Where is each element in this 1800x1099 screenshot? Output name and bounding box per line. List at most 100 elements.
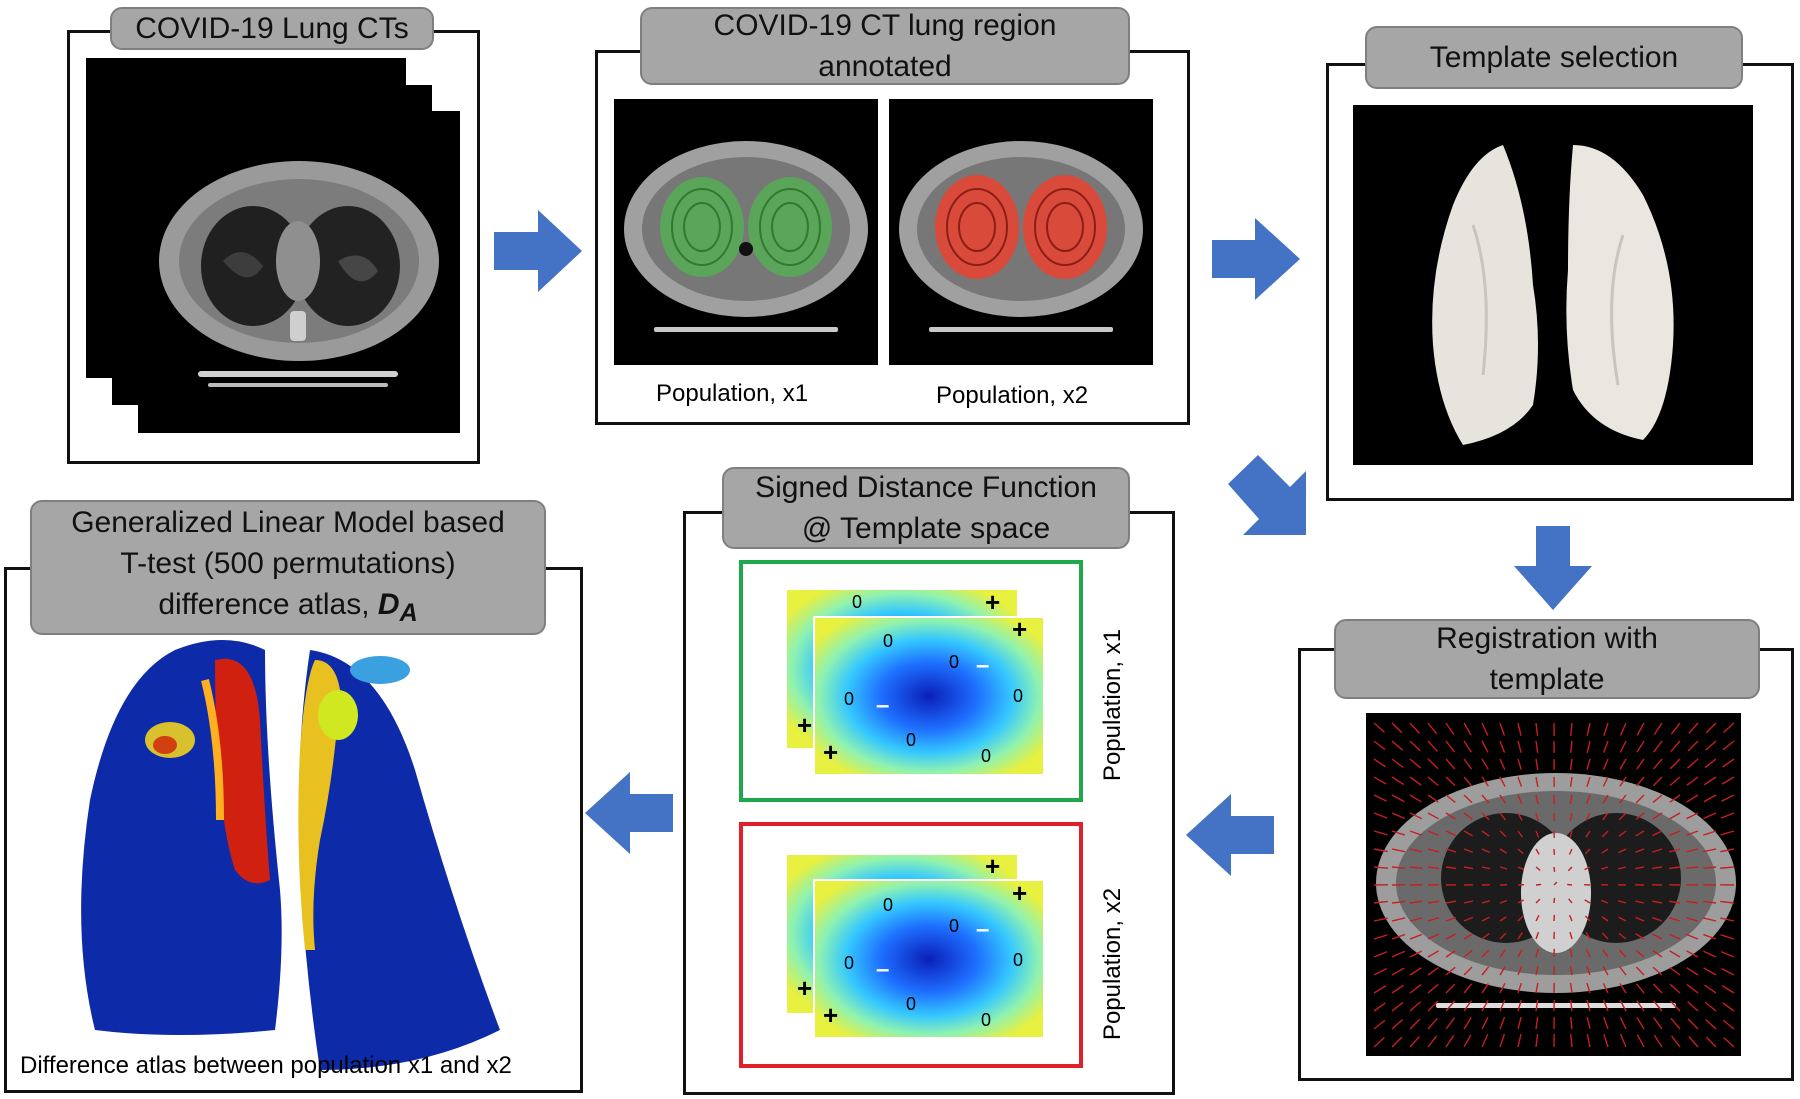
deformation-vector <box>1652 966 1663 976</box>
deformation-vector <box>1635 966 1645 976</box>
deformation-vector <box>1445 933 1456 940</box>
annotated-ct-x2 <box>889 99 1153 365</box>
deformation-vector <box>1373 985 1387 994</box>
deformation-vector <box>1602 982 1609 994</box>
deformation-vector <box>1499 722 1506 736</box>
deformation-vector <box>1499 812 1507 821</box>
deformation-vector <box>1586 794 1591 804</box>
deformation-vector <box>1669 758 1681 770</box>
deformation-vector <box>1499 949 1507 958</box>
deformation-vector <box>1535 1033 1539 1048</box>
template-lung-view <box>1353 105 1753 465</box>
deformation-vector <box>1427 794 1439 803</box>
deformation-vector <box>1481 812 1490 821</box>
deformation-vector <box>1687 740 1699 752</box>
deformation-vector <box>1535 982 1539 994</box>
deformation-vector <box>1409 794 1422 803</box>
deformation-vector <box>1535 931 1540 940</box>
deformation-vector <box>1704 1001 1717 1012</box>
deformation-vector <box>1427 1035 1438 1048</box>
deformation-vector <box>1535 866 1541 871</box>
sdf-x1-zero-1: 0 <box>852 592 863 612</box>
deformation-vector <box>1652 950 1663 958</box>
deformation-vector <box>1619 1033 1627 1048</box>
deformation-vector <box>1445 1000 1456 1012</box>
deformation-vector <box>1499 899 1508 904</box>
template-title-text: Template selection <box>1429 41 1679 74</box>
deformation-vector <box>1373 1002 1386 1012</box>
deformation-vector <box>1553 881 1558 886</box>
deformation-vector <box>1722 1019 1735 1030</box>
deformation-vector <box>1652 983 1663 994</box>
deformation-vector <box>1391 830 1406 836</box>
arrow-right-icon <box>494 210 582 292</box>
deformation-vector <box>1535 776 1539 787</box>
deformation-vector <box>1481 916 1490 922</box>
deformation-vector <box>1463 866 1474 870</box>
deformation-vector <box>1499 758 1506 770</box>
deformation-vector <box>1569 1016 1573 1030</box>
glm-title-line1: Generalized Linear Model based <box>71 505 505 539</box>
deformation-vector <box>1517 722 1522 736</box>
deformation-vector <box>1669 966 1681 976</box>
registration-panel-title: Registration with template <box>1334 619 1760 699</box>
deformation-vector <box>1373 934 1388 940</box>
deformation-vector <box>1481 830 1490 837</box>
registration-field-view <box>1366 713 1741 1056</box>
deformation-vector <box>1603 722 1609 736</box>
deformation-vector <box>1445 722 1455 735</box>
deformation-vector <box>1481 932 1490 940</box>
deformation-vector <box>1635 812 1645 820</box>
deformation-vector <box>1569 758 1573 770</box>
deformation-vector <box>1653 1000 1663 1012</box>
deformation-vector <box>1445 866 1457 870</box>
deformation-vector <box>1391 1036 1403 1048</box>
deformation-vector <box>1652 776 1663 787</box>
deformation-vector <box>1603 740 1609 753</box>
deformation-vector <box>1635 916 1645 922</box>
glm-caption: Difference atlas between population x1 a… <box>20 1052 512 1079</box>
deformation-vector <box>1463 740 1472 753</box>
deformation-vector <box>1391 933 1406 940</box>
deformation-vector <box>1703 866 1717 869</box>
deformation-vector <box>1669 950 1681 958</box>
ct-panel-title: COVID-19 Lung CTs <box>110 7 434 50</box>
deformation-vector <box>1722 740 1735 751</box>
deformation-vector <box>1391 900 1406 904</box>
deformation-vector <box>1481 1017 1489 1030</box>
lung-mask-green-right <box>748 177 832 277</box>
deformation-vector <box>1653 722 1663 736</box>
deformation-vector <box>1703 950 1717 958</box>
deformation-vector <box>1463 830 1473 837</box>
annotated-caption-x1: Population, x1 <box>656 380 809 407</box>
sdf-x1-zero-6: 0 <box>906 730 917 750</box>
deformation-vector <box>1427 933 1440 940</box>
deformation-vector <box>1445 950 1456 958</box>
deformation-vector <box>1535 898 1541 904</box>
deformation-vector <box>1481 848 1491 854</box>
deformation-vector <box>1409 950 1422 958</box>
deformation-vector <box>1481 966 1490 976</box>
deformation-vector <box>1636 758 1645 770</box>
deformation-vector <box>1635 933 1645 940</box>
deformation-vector <box>1669 812 1681 820</box>
deformation-vector <box>1391 812 1406 820</box>
deformation-vector <box>1619 740 1627 753</box>
deformation-vector <box>1586 758 1591 770</box>
deformation-vector <box>1652 866 1663 870</box>
deformation-vector <box>1688 1035 1699 1048</box>
deformation-vector <box>1463 933 1473 940</box>
sdf-x1-zero-7: 0 <box>981 746 992 766</box>
deformation-vector <box>1686 983 1699 994</box>
deformation-vector <box>1570 722 1573 736</box>
arrow-right-icon <box>1212 218 1300 300</box>
deformation-vector <box>1373 900 1388 904</box>
deformation-vector <box>1601 915 1609 922</box>
sdf-x2-zero-2: 0 <box>949 916 960 936</box>
deformation-vector <box>1373 794 1387 802</box>
deformation-vector <box>1569 776 1573 787</box>
deformation-vector <box>1635 848 1645 853</box>
deformation-vector <box>1517 899 1524 904</box>
deformation-vector <box>1391 1001 1404 1012</box>
